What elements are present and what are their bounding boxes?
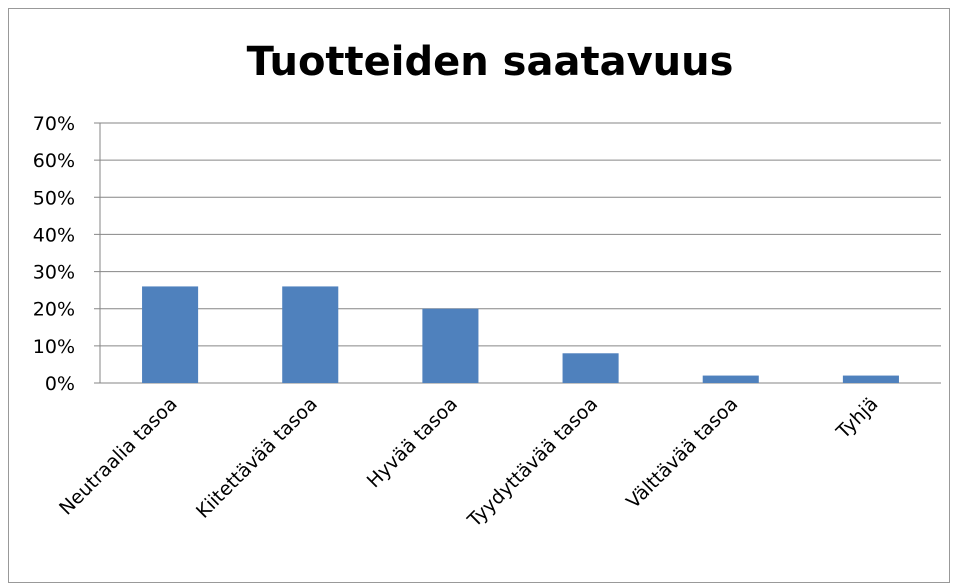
y-tick-label: 50% (33, 187, 75, 209)
bar (562, 353, 619, 383)
chart-title: Tuotteiden saatavuus (247, 39, 734, 85)
y-tick-label: 10% (33, 336, 75, 358)
bar (702, 375, 759, 383)
y-tick-label: 30% (33, 262, 75, 284)
y-tick-label: 70% (33, 113, 75, 135)
y-tick-label: 0% (45, 373, 75, 395)
bar (282, 286, 339, 383)
bar (422, 308, 479, 383)
bar (142, 286, 199, 383)
y-tick-label: 40% (33, 224, 75, 246)
y-tick-label: 20% (33, 299, 75, 321)
y-tick-label: 60% (33, 150, 75, 172)
bar (842, 375, 899, 383)
